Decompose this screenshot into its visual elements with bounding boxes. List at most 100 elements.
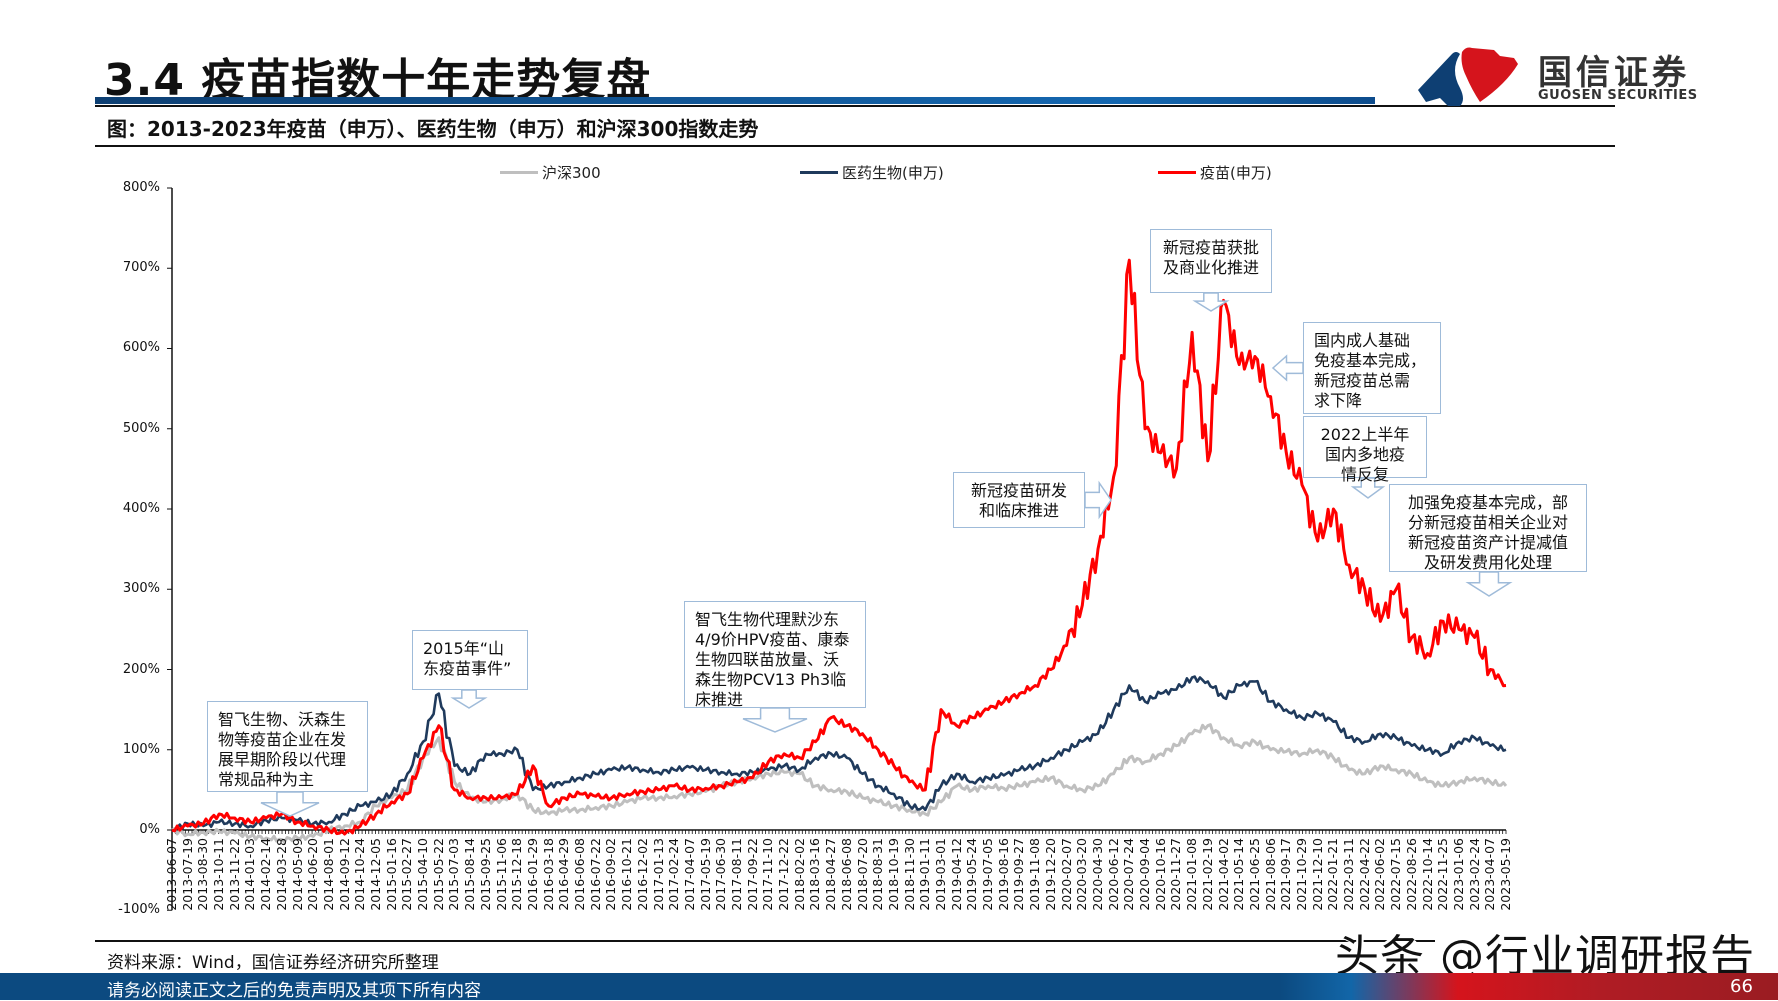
x-tick: 2019-01-11 <box>917 838 933 911</box>
annotation-line: 及商业化推进 <box>1162 258 1259 277</box>
x-tick: 2014-08-01 <box>320 838 336 911</box>
annotation-line: 4/9价HPV疫苗、康泰 <box>695 630 850 649</box>
annotation-line: 分新冠疫苗相关企业对 <box>1407 513 1568 532</box>
y-tick: 0% <box>139 822 160 837</box>
x-tick: 2019-08-16 <box>995 838 1011 911</box>
x-tick: 2013-08-30 <box>195 838 211 911</box>
x-tick: 2017-06-30 <box>713 838 729 911</box>
x-tick: 2014-10-24 <box>352 838 368 911</box>
series-line-0 <box>171 723 1508 844</box>
x-tick: 2023-02-24 <box>1466 838 1482 911</box>
annotation-line: 新冠疫苗研发 <box>970 481 1067 500</box>
x-tick: 2015-12-18 <box>509 838 525 911</box>
annotation-line: 和临床推进 <box>978 501 1059 520</box>
y-tick: 600% <box>122 340 160 355</box>
x-tick: 2015-07-03 <box>446 838 462 911</box>
annotation-line: 情反复 <box>1340 465 1389 484</box>
x-tick: 2015-02-27 <box>399 838 415 911</box>
annotation-line: 智飞生物代理默沙东 <box>695 610 840 629</box>
annotation-line: 新冠疫苗获批 <box>1162 238 1259 257</box>
x-tick: 2014-12-05 <box>368 838 384 911</box>
annotation-line: 求下降 <box>1314 391 1363 410</box>
x-tick: 2019-12-20 <box>1042 838 1058 911</box>
annotation-line: 床推进 <box>695 690 744 709</box>
x-tick: 2021-08-06 <box>1262 838 1278 911</box>
x-tick: 2018-07-20 <box>854 838 870 911</box>
x-tick: 2017-01-13 <box>650 838 666 911</box>
x-tick: 2019-09-27 <box>1011 838 1027 911</box>
annotation-line: 物等疫苗企业在发 <box>218 730 347 749</box>
x-tick: 2015-09-25 <box>477 838 493 911</box>
guosen-logo-icon <box>1418 47 1518 106</box>
x-tick: 2015-01-16 <box>383 838 399 911</box>
x-tick: 2016-06-08 <box>572 838 588 911</box>
title-divider <box>95 105 1615 107</box>
x-tick: 2018-02-02 <box>791 838 807 911</box>
x-tick: 2016-09-02 <box>603 838 619 911</box>
x-tick: 2016-04-29 <box>556 838 572 911</box>
x-tick: 2015-08-14 <box>462 838 478 911</box>
x-tick: 2021-06-25 <box>1246 838 1262 911</box>
x-tick: 2014-03-28 <box>273 838 289 911</box>
legend-label: 沪深300 <box>542 164 601 182</box>
x-tick: 2021-02-19 <box>1199 838 1215 911</box>
x-tick: 2015-04-10 <box>415 838 431 911</box>
annotation-line: 2022上半年 <box>1320 425 1410 444</box>
logo-text-en: GUOSEN SECURITIES <box>1538 88 1698 103</box>
x-tick: 2020-07-24 <box>1121 838 1137 911</box>
annotation-covid-rnd: 新冠疫苗研发 和临床推进 <box>953 472 1085 528</box>
annotation-line: 展早期阶段以代理 <box>218 750 347 769</box>
x-tick: 2018-06-08 <box>838 838 854 911</box>
x-tick: 2018-11-30 <box>901 838 917 911</box>
annotation-line: 森生物PCV13 Ph3临 <box>695 670 847 689</box>
x-tick: 2023-01-06 <box>1450 838 1466 911</box>
legend-item-vaccine: 疫苗(申万) <box>1158 162 1272 183</box>
callout-arrow-icon <box>1350 477 1386 499</box>
x-tick: 2022-07-15 <box>1388 838 1404 911</box>
legend-label: 医药生物(申万) <box>842 164 944 182</box>
x-tick: 2021-10-29 <box>1293 838 1309 911</box>
x-tick: 2019-07-05 <box>980 838 996 911</box>
x-tick: 2017-05-19 <box>697 838 713 911</box>
x-tick: 2013-10-11 <box>211 838 227 911</box>
x-tick: 2016-12-02 <box>634 838 650 911</box>
annotation-line: 新冠疫苗总需 <box>1314 371 1411 390</box>
caption-divider <box>95 145 1615 147</box>
x-tick: 2021-12-10 <box>1309 838 1325 911</box>
x-tick: 2017-11-10 <box>760 838 776 911</box>
y-tick: 300% <box>122 581 160 596</box>
callout-arrow-icon <box>260 791 320 817</box>
logo-text-cn: 国信证券 <box>1538 53 1690 93</box>
x-tick: 2014-02-14 <box>258 838 274 911</box>
x-tick: 2016-03-18 <box>540 838 556 911</box>
annotation-early-stage: 智飞生物、沃森生 物等疫苗企业在发 展早期阶段以代理 常规品种为主 <box>207 701 368 792</box>
page-number: 66 <box>1730 976 1753 997</box>
x-tick: 2020-04-30 <box>1089 838 1105 911</box>
legend-swatch <box>800 171 838 174</box>
annotation-line: 生物四联苗放量、沃 <box>695 650 840 669</box>
x-tick: 2018-10-19 <box>885 838 901 911</box>
legend-item-pharma: 医药生物(申万) <box>800 162 944 183</box>
x-tick: 2020-11-27 <box>1168 838 1184 911</box>
footer-bar <box>0 973 1778 1000</box>
x-tick: 2013-06-07 <box>164 838 179 911</box>
y-tick: 700% <box>122 260 160 275</box>
x-tick: 2018-03-16 <box>807 838 823 911</box>
title-underline-bar <box>95 97 1375 104</box>
annotation-line: 常规品种为主 <box>218 770 315 789</box>
x-tick: 2019-04-12 <box>948 838 964 911</box>
annotation-line: 及研发费用化处理 <box>1423 553 1552 572</box>
y-tick: 200% <box>122 662 160 677</box>
x-tick: 2022-06-02 <box>1372 838 1388 911</box>
callout-arrow-icon <box>1084 480 1112 520</box>
x-tick: 2020-09-04 <box>1137 838 1153 911</box>
x-tick: 2020-03-20 <box>1074 838 1090 911</box>
annotation-covid-approval: 新冠疫苗获批 及商业化推进 <box>1150 229 1272 293</box>
x-tick: 2013-11-22 <box>226 838 242 911</box>
y-tick: 800% <box>122 180 160 195</box>
x-tick: 2014-09-12 <box>336 838 352 911</box>
x-tick: 2023-04-07 <box>1482 838 1498 911</box>
legend-swatch <box>500 171 538 174</box>
x-tick: 2014-01-03 <box>242 838 258 911</box>
x-tick: 2019-05-24 <box>964 838 980 911</box>
